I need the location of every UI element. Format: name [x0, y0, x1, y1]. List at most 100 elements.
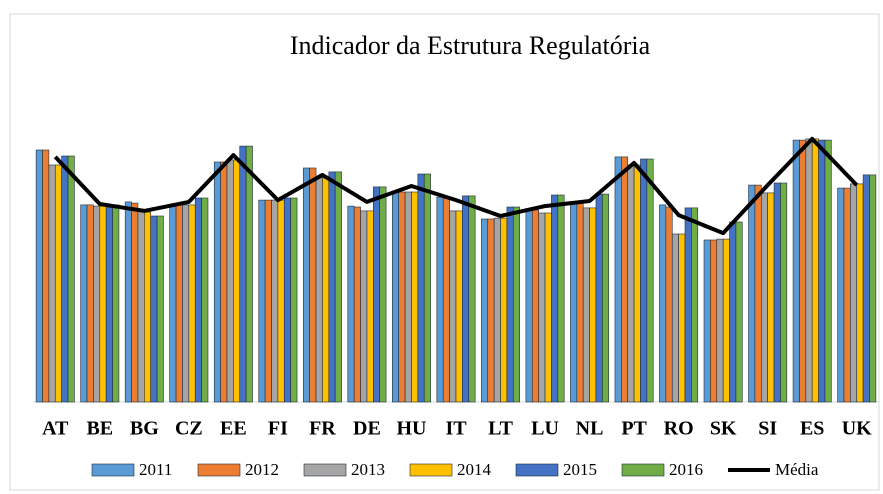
x-tick-label: FI: [268, 418, 288, 440]
bar: [42, 149, 50, 403]
chart-title: Indicador da Estrutura Regulatória: [290, 31, 651, 60]
bar: [271, 199, 279, 403]
legend-swatch: [91, 463, 135, 477]
bar: [754, 184, 762, 403]
bar: [283, 197, 291, 403]
bar: [678, 233, 686, 403]
bar: [665, 206, 673, 403]
bar: [233, 159, 241, 403]
bar: [360, 210, 368, 403]
bar: [627, 164, 635, 403]
bar: [525, 209, 533, 403]
bar: [150, 215, 158, 403]
bar: [86, 204, 94, 403]
bar: [837, 187, 845, 403]
legend-swatch: [621, 463, 665, 477]
legend-swatch: [303, 463, 347, 477]
bar: [621, 156, 629, 403]
bar: [716, 238, 724, 403]
bar: [748, 184, 756, 403]
bar: [862, 174, 870, 403]
bar: [404, 191, 412, 403]
bar: [856, 183, 864, 403]
bar: [226, 159, 234, 403]
bar: [570, 203, 578, 403]
bar: [290, 197, 298, 403]
bar: [684, 207, 692, 403]
bar: [780, 182, 788, 403]
bar: [703, 239, 711, 403]
x-tick-label: SI: [758, 418, 777, 440]
bar: [315, 177, 323, 403]
bar: [493, 217, 501, 403]
bar: [35, 149, 43, 403]
legend-swatch: [197, 463, 241, 477]
bar: [671, 233, 679, 403]
bar: [156, 215, 164, 403]
bar: [392, 191, 400, 403]
bar: [722, 238, 730, 403]
bar: [353, 206, 361, 403]
bar: [761, 192, 768, 403]
bar: [309, 167, 317, 403]
legend-label: 2012: [245, 460, 279, 479]
bar: [729, 221, 737, 403]
x-tick-label: NL: [576, 418, 604, 440]
bar: [322, 177, 330, 403]
bar: [659, 204, 667, 403]
legend-label: 2013: [351, 460, 385, 479]
x-tick-label: SK: [710, 418, 737, 440]
bar: [124, 201, 132, 403]
bar: [500, 217, 508, 403]
bar: [61, 155, 69, 403]
bar: [512, 206, 520, 403]
bar: [213, 161, 221, 403]
legend-swatch: [409, 463, 453, 477]
bar: [767, 192, 775, 403]
bar: [220, 161, 228, 403]
bar: [538, 212, 546, 403]
bar: [54, 164, 62, 403]
bar: [80, 204, 88, 403]
bar: [423, 173, 431, 403]
x-tick-label: CZ: [175, 418, 203, 440]
x-tick-label: UK: [842, 418, 872, 440]
bar: [614, 156, 622, 403]
x-tick-label: IT: [445, 418, 467, 440]
legend-label: 2016: [669, 460, 703, 479]
bar: [468, 195, 476, 403]
line-series: [53, 136, 859, 236]
bar: [557, 194, 565, 403]
bar: [245, 145, 253, 403]
bar: [105, 204, 113, 403]
bar: [843, 187, 851, 403]
bar: [182, 204, 190, 403]
bar: [449, 210, 457, 403]
bar: [379, 186, 387, 403]
x-tick-label: PT: [621, 418, 647, 440]
bar: [442, 196, 450, 403]
bar: [576, 201, 584, 403]
bar: [506, 206, 514, 403]
bar: [67, 155, 75, 403]
x-tick-label: RO: [664, 418, 694, 440]
bar: [818, 139, 826, 403]
bar: [194, 197, 202, 403]
legend-label: 2014: [457, 460, 492, 479]
bar: [328, 171, 336, 403]
bar: [481, 218, 489, 403]
bar: [773, 182, 781, 403]
bar: [169, 204, 177, 403]
x-tick-label: DE: [353, 418, 381, 440]
bar: [411, 191, 419, 403]
bar: [201, 197, 209, 403]
legend-swatch: [515, 463, 559, 477]
x-tick-label: LU: [531, 418, 559, 440]
bar: [277, 199, 285, 403]
bar: [188, 204, 196, 403]
bar: [373, 186, 381, 403]
bar: [347, 205, 355, 403]
legend-label: 2011: [139, 460, 172, 479]
bar: [633, 164, 641, 403]
